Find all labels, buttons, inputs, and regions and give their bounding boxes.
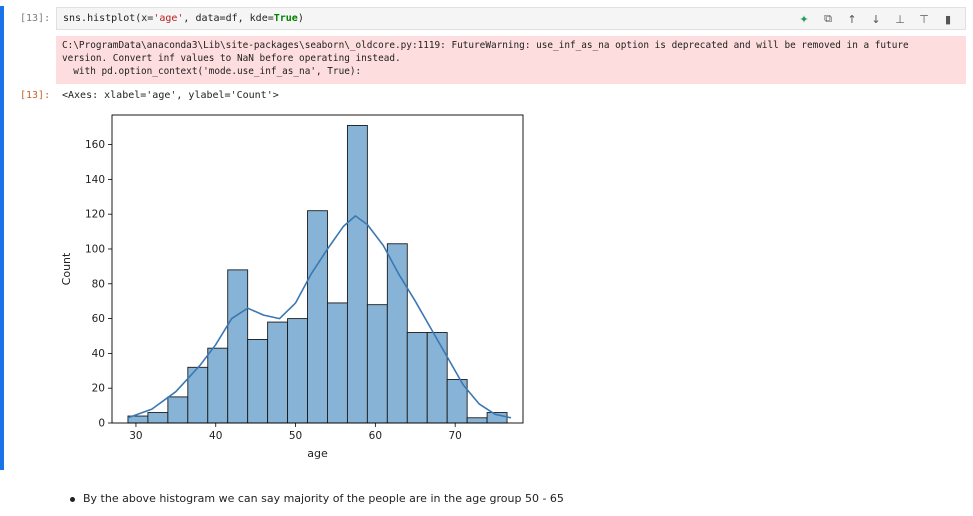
histogram-bar — [327, 302, 348, 424]
sparkle-icon[interactable]: ✦ — [799, 12, 809, 26]
histogram-bar — [167, 396, 189, 424]
code-x-arg: 'age' — [153, 13, 184, 24]
histogram-bar — [466, 417, 488, 424]
arrow-up-icon[interactable]: ↑ — [847, 12, 857, 26]
code-call: sns.histplot — [63, 13, 136, 24]
warning-line: with pd.option_context('mode.use_inf_as_… — [62, 66, 362, 77]
y-tick-label: 40 — [92, 348, 105, 360]
output-prompt: [13]: — [20, 90, 51, 101]
y-tick-label: 80 — [92, 278, 105, 290]
histogram-bar — [207, 347, 229, 424]
insert-above-icon[interactable]: ⊥ — [895, 12, 905, 26]
copy-icon[interactable]: ⧉ — [824, 12, 832, 25]
y-tick-label: 100 — [85, 243, 105, 255]
code-close: ) — [297, 13, 304, 24]
warning-line: version. Convert inf values to NaN befor… — [62, 53, 401, 64]
histogram-bar — [227, 269, 249, 424]
output-repr: <Axes: xlabel='age', ylabel='Count'> — [62, 90, 279, 101]
y-tick-label: 60 — [92, 313, 105, 325]
markdown-text: By the above histogram we can say majori… — [83, 492, 564, 505]
kde-line — [127, 215, 512, 419]
y-axis-label: Count — [60, 252, 73, 285]
x-tick-label: 30 — [129, 430, 142, 442]
histogram-bar — [366, 304, 388, 424]
cell-toolbar: ✦ ⧉ ↑ ↓ ⊥ ⊤ ▮ — [795, 12, 957, 26]
histogram-bar — [307, 210, 328, 424]
histogram-bar — [267, 321, 289, 424]
code-line: sns.histplot(x='age', data=df, kde=True) — [63, 13, 304, 24]
arrow-down-icon[interactable]: ↓ — [871, 12, 881, 26]
y-tick-label: 20 — [92, 383, 105, 395]
x-tick-label: 40 — [209, 430, 222, 442]
x-axis-label: age — [307, 447, 328, 460]
y-tick-label: 160 — [85, 139, 105, 151]
x-tick-label: 60 — [369, 430, 382, 442]
histogram-bar — [406, 332, 428, 424]
y-tick-label: 120 — [85, 209, 105, 221]
markdown-list-item: By the above histogram we can say majori… — [70, 492, 564, 505]
histogram-bar — [287, 318, 308, 424]
histogram-bar — [247, 339, 269, 424]
histogram-bar — [147, 412, 169, 424]
axes-frame — [111, 114, 524, 424]
histogram-bar — [426, 332, 448, 424]
histogram-chart: 30 40 50 60 70 0 20 40 60 80 100 120 140 160 age Count — [60, 114, 524, 460]
warning-line: C:\ProgramData\anaconda3\Lib\site-packag… — [62, 40, 909, 51]
code-open: (x= — [135, 13, 154, 24]
input-prompt: [13]: — [20, 13, 51, 24]
y-tick-label: 0 — [98, 418, 105, 430]
active-cell-indicator — [0, 6, 4, 470]
y-tick-label: 140 — [85, 174, 105, 186]
code-kde-value: True — [273, 13, 298, 24]
bullet-icon — [70, 496, 75, 502]
histogram-bar — [346, 124, 368, 424]
x-tick-label: 70 — [448, 430, 461, 442]
code-mid: , data=df, kde= — [183, 13, 274, 24]
code-editor[interactable]: sns.histplot(x='age', data=df, kde=True)… — [56, 7, 966, 30]
warning-output: C:\ProgramData\anaconda3\Lib\site-packag… — [56, 36, 966, 84]
x-tick-label: 50 — [289, 430, 302, 442]
insert-below-icon[interactable]: ⊤ — [919, 12, 929, 26]
delete-icon[interactable]: ▮ — [944, 12, 952, 26]
